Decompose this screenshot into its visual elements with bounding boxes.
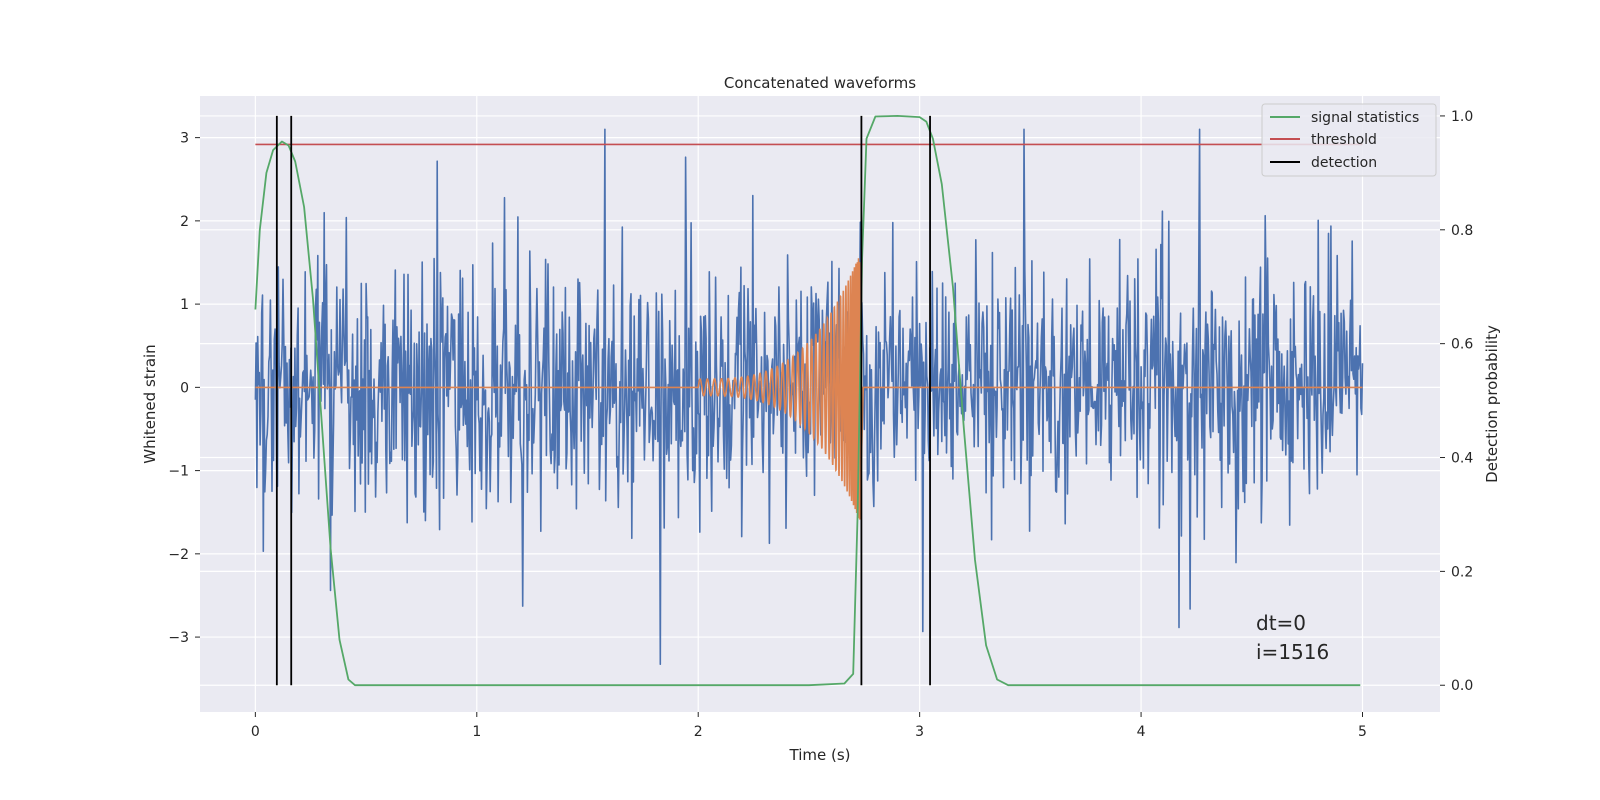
chart-title: Concatenated waveforms: [724, 74, 916, 92]
y-ticks: −3 −2 −1 0 1 2 3: [168, 131, 200, 646]
legend-label-threshold: threshold: [1311, 132, 1377, 148]
legend-label-detection: detection: [1311, 155, 1377, 171]
y2-tick-label: 0.8: [1451, 223, 1473, 239]
legend: signal statistics threshold detection: [1261, 103, 1437, 177]
x-tick-label: 5: [1358, 724, 1367, 740]
x-tick-label: 4: [1137, 724, 1146, 740]
x-tick-label: 0: [251, 724, 260, 740]
y-axis-label: Whitened strain: [141, 344, 159, 463]
annotation-index: i=1516: [1256, 640, 1329, 664]
x-ticks: 0 1 2 3 4 5: [251, 712, 1367, 740]
y2-tick-label: 1.0: [1451, 109, 1473, 125]
signal-statistics-line: [254, 115, 1361, 687]
y-tick-label: 2: [180, 214, 189, 230]
x-tick-label: 3: [915, 724, 924, 740]
y-tick-label: 0: [180, 380, 189, 396]
x-tick-label: 2: [694, 724, 703, 740]
y2-tick-label: 0.0: [1451, 678, 1473, 694]
annotation-dt: dt=0: [1256, 611, 1306, 635]
y2-tick-label: 0.6: [1451, 337, 1473, 353]
x-tick-label: 1: [472, 724, 481, 740]
y-tick-label: 1: [180, 297, 189, 313]
y-tick-label: −3: [168, 630, 189, 646]
y2-tick-label: 0.4: [1451, 451, 1473, 467]
y-tick-label: −1: [168, 464, 189, 480]
y-tick-label: −2: [168, 547, 189, 563]
y2-tick-label: 0.2: [1451, 564, 1473, 580]
template-series: [255, 258, 1363, 520]
legend-label-signal-statistics: signal statistics: [1311, 110, 1419, 126]
detection-series: [275, 115, 931, 686]
x-axis-label: Time (s): [789, 746, 851, 764]
signal-statistics-series: [254, 115, 1361, 687]
y2-ticks: 0.0 0.2 0.4 0.6 0.8 1.0: [1440, 109, 1473, 694]
template-line: [255, 258, 1363, 520]
y2-axis-label: Detection probability: [1483, 325, 1501, 483]
legend-box: [1261, 103, 1437, 177]
y-tick-label: 3: [180, 131, 189, 147]
